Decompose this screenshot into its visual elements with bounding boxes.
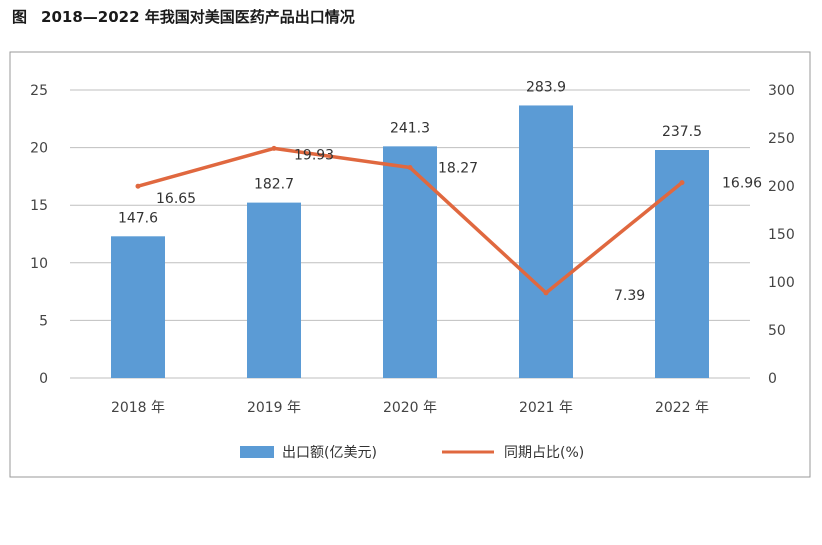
right-tick-label: 150	[768, 227, 795, 243]
bar-value-label: 182.7	[254, 177, 294, 193]
category-label: 2018 年	[111, 400, 165, 416]
bar-value-label: 237.5	[662, 124, 702, 140]
figure-title-text: 2018—2022 年我国对美国医药产品出口情况	[41, 8, 355, 26]
legend-bar-label: 出口额(亿美元)	[282, 445, 377, 461]
bar-series	[111, 105, 709, 379]
bar	[247, 202, 301, 378]
bar	[519, 105, 573, 379]
left-tick-label: 10	[30, 256, 48, 272]
bar	[655, 150, 709, 378]
right-tick-label: 0	[768, 371, 777, 387]
line-point	[135, 183, 141, 189]
x-axis: 2018 年 2019 年 2020 年 2021 年 2022 年	[111, 400, 709, 416]
category-label: 2021 年	[519, 400, 573, 416]
line-series	[135, 145, 685, 296]
left-tick-label: 5	[39, 313, 48, 329]
category-label: 2019 年	[247, 400, 301, 416]
bar-value-label: 283.9	[526, 79, 566, 95]
bar	[111, 236, 165, 378]
legend-bar-swatch	[240, 446, 274, 458]
left-tick-label: 20	[30, 141, 48, 157]
right-tick-label: 200	[768, 179, 795, 195]
line-value-label: 18.27	[438, 161, 478, 177]
line-point	[543, 290, 549, 296]
figure-title: 图 2018—2022 年我国对美国医药产品出口情况	[12, 6, 355, 27]
left-axis: 0 5 10 15 20 25	[30, 83, 48, 387]
line-point	[271, 145, 277, 151]
left-tick-label: 0	[39, 371, 48, 387]
category-label: 2022 年	[655, 400, 709, 416]
legend: 出口额(亿美元) 同期占比(%)	[240, 445, 584, 461]
line-value-label: 16.96	[722, 176, 762, 192]
line-value-label: 19.93	[294, 147, 334, 163]
right-tick-label: 300	[768, 83, 795, 99]
right-tick-label: 250	[768, 131, 795, 147]
chart-frame	[9, 51, 811, 478]
right-axis: 0 50 100 150 200 250 300	[768, 83, 795, 387]
right-tick-label: 100	[768, 275, 795, 291]
line-point	[407, 165, 413, 171]
right-tick-label: 50	[768, 323, 786, 339]
line-data-labels: 16.65 19.93 18.27 7.39 16.96	[156, 147, 762, 303]
figure-label: 图	[12, 8, 28, 26]
bar-value-label: 147.6	[118, 210, 158, 226]
line-point	[679, 180, 685, 186]
line-value-label: 16.65	[156, 191, 196, 207]
bar	[383, 146, 437, 378]
legend-line-label: 同期占比(%)	[504, 445, 584, 461]
left-tick-label: 15	[30, 198, 48, 214]
category-label: 2020 年	[383, 400, 437, 416]
bar-value-label: 241.3	[390, 120, 430, 136]
bar-data-labels: 147.6 182.7 241.3 283.9 237.5	[118, 79, 702, 226]
left-tick-label: 25	[30, 83, 48, 99]
line-value-label: 7.39	[614, 288, 645, 304]
